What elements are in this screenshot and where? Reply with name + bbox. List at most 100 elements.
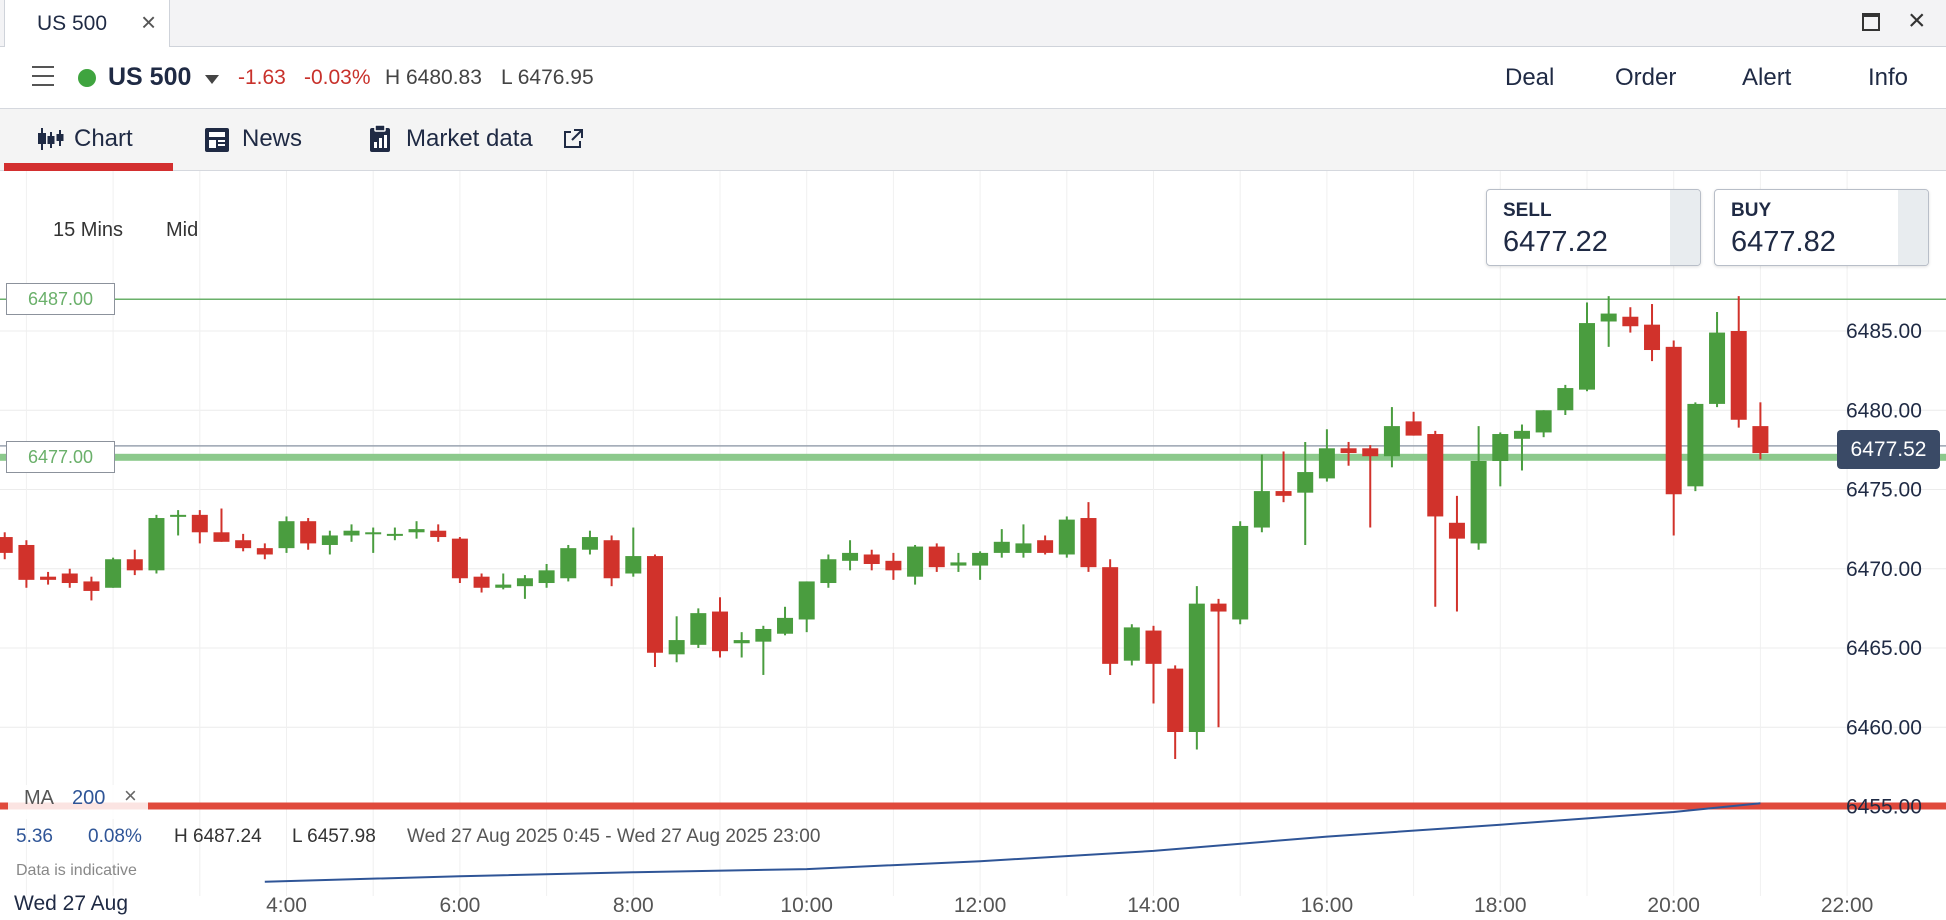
candle-59[interactable] — [1275, 451, 1292, 503]
candle-46[interactable] — [993, 529, 1010, 558]
candle-73[interactable] — [1579, 302, 1595, 392]
tab-market-data[interactable]: Market data — [368, 109, 598, 171]
candle-30[interactable] — [646, 554, 663, 668]
candle-55[interactable] — [1188, 586, 1205, 750]
buy-button[interactable]: BUY 6477.82 — [1714, 189, 1929, 266]
candle-25[interactable] — [538, 563, 555, 588]
candle-35[interactable] — [755, 625, 772, 675]
candle-81[interactable] — [1752, 402, 1769, 460]
candle-57[interactable] — [1232, 521, 1249, 625]
candle-76[interactable] — [1644, 304, 1661, 362]
candle-74[interactable] — [1600, 296, 1617, 347]
candle-31[interactable] — [668, 616, 685, 663]
candle-63[interactable] — [1362, 445, 1379, 528]
candle-5[interactable] — [105, 557, 122, 588]
candle-45[interactable] — [972, 551, 989, 580]
candle-78[interactable] — [1687, 402, 1704, 492]
price-type-selector[interactable]: Mid — [166, 219, 199, 241]
candle-72[interactable] — [1557, 384, 1574, 416]
candle-36[interactable] — [777, 606, 794, 636]
candle-56[interactable] — [1210, 598, 1227, 728]
candle-77[interactable] — [1665, 340, 1682, 536]
candle-22[interactable] — [473, 573, 490, 593]
candle-58[interactable] — [1253, 454, 1270, 533]
candle-71[interactable] — [1535, 410, 1552, 438]
candle-67[interactable] — [1448, 495, 1465, 612]
candle-52[interactable] — [1123, 624, 1140, 666]
candle-16[interactable] — [343, 524, 360, 542]
alert-button[interactable]: Alert — [1742, 64, 1792, 91]
candle-9[interactable] — [191, 510, 208, 544]
candle-39[interactable] — [842, 540, 859, 571]
candle-49[interactable] — [1058, 516, 1075, 558]
candle-14[interactable] — [300, 518, 317, 550]
tab-chart[interactable]: Chart — [4, 109, 173, 171]
candle-0[interactable] — [0, 532, 13, 560]
candle-29[interactable] — [625, 527, 642, 577]
candle-17[interactable] — [365, 527, 382, 553]
candle-21[interactable] — [451, 537, 468, 584]
remove-indicator-icon[interactable]: × — [124, 783, 137, 808]
instrument-name[interactable]: US 500 — [108, 63, 192, 91]
candle-80[interactable] — [1730, 296, 1747, 428]
candle-69[interactable] — [1492, 432, 1509, 487]
candle-65[interactable] — [1405, 411, 1422, 436]
candle-75[interactable] — [1622, 307, 1639, 333]
candle-60[interactable] — [1297, 441, 1314, 545]
candle-61[interactable] — [1318, 429, 1335, 482]
candle-66[interactable] — [1427, 430, 1444, 607]
candle-18[interactable] — [386, 527, 403, 541]
tab-close-icon[interactable]: × — [141, 7, 157, 37]
candle-19[interactable] — [408, 521, 425, 539]
candle-15[interactable] — [321, 530, 338, 555]
candle-54[interactable] — [1167, 665, 1184, 759]
level-line-6477[interactable] — [0, 453, 1946, 461]
candle-20[interactable] — [430, 524, 447, 542]
candle-33[interactable] — [712, 597, 728, 658]
menu-icon[interactable] — [32, 66, 54, 86]
candle-1[interactable] — [18, 540, 35, 588]
candle-68[interactable] — [1470, 426, 1487, 550]
candle-13[interactable] — [278, 516, 295, 553]
candle-26[interactable] — [560, 544, 577, 582]
level-line-6455[interactable] — [0, 802, 1946, 810]
price-chart[interactable]: 6485.00 6480.00 6475.00 6470.00 6465.00 6460.… — [0, 171, 1946, 920]
candle-11[interactable] — [235, 533, 252, 552]
candle-44[interactable] — [950, 552, 967, 572]
window-close-icon[interactable]: × — [1908, 4, 1926, 37]
candle-38[interactable] — [820, 554, 837, 588]
order-button[interactable]: Order — [1615, 64, 1677, 91]
candle-47[interactable] — [1015, 524, 1032, 558]
candle-24[interactable] — [516, 575, 533, 599]
info-button[interactable]: Info — [1868, 64, 1909, 91]
candle-6[interactable] — [126, 549, 143, 576]
candle-2[interactable] — [40, 571, 57, 585]
candle-28[interactable] — [603, 535, 620, 587]
candle-8[interactable] — [170, 510, 187, 536]
candle-70[interactable] — [1513, 424, 1530, 471]
candle-27[interactable] — [581, 530, 598, 555]
chevron-down-icon[interactable] — [205, 75, 219, 84]
candle-40[interactable] — [863, 549, 880, 571]
candle-50[interactable] — [1080, 502, 1097, 572]
candle-12[interactable] — [256, 543, 273, 560]
level-label-6487[interactable]: 6487.00 — [6, 283, 115, 315]
candle-34[interactable] — [733, 632, 750, 658]
maximize-icon[interactable] — [1862, 13, 1880, 31]
tab-news[interactable]: News — [200, 109, 320, 171]
candle-32[interactable] — [690, 608, 707, 648]
candle-7[interactable] — [148, 514, 165, 574]
candle-23[interactable] — [495, 573, 512, 590]
candle-37[interactable] — [798, 581, 815, 633]
interval-selector[interactable]: 15 Mins — [53, 219, 124, 241]
deal-button[interactable]: Deal — [1505, 64, 1555, 91]
sell-button[interactable]: SELL 6477.22 — [1486, 189, 1701, 266]
candle-4[interactable] — [83, 576, 100, 601]
candle-41[interactable] — [885, 552, 902, 580]
candle-79[interactable] — [1709, 311, 1726, 408]
candle-62[interactable] — [1340, 441, 1357, 466]
candle-64[interactable] — [1383, 407, 1400, 468]
candle-51[interactable] — [1102, 559, 1119, 675]
level-label-6477[interactable]: 6477.00 — [6, 441, 115, 473]
instrument-tab[interactable]: US 500 × — [4, 0, 170, 47]
